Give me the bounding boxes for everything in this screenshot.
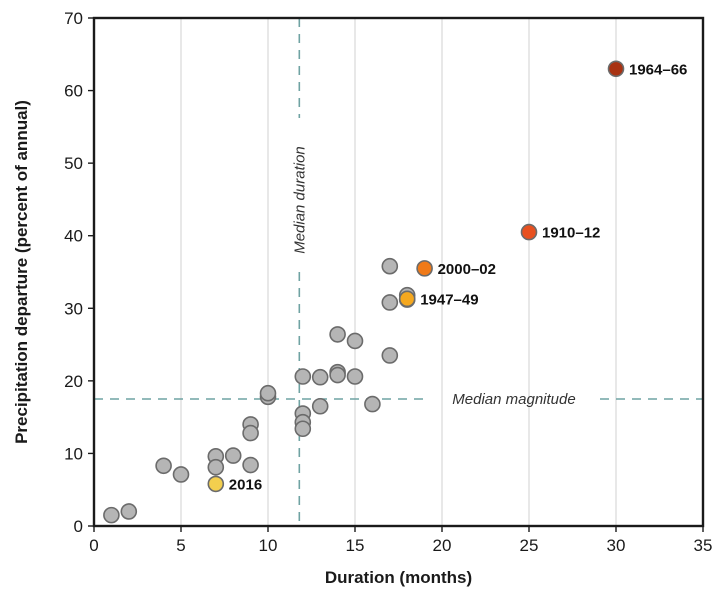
x-tick-label: 30 <box>607 536 626 555</box>
data-point <box>364 395 381 413</box>
x-tick-label: 10 <box>259 536 278 555</box>
x-tick-label: 35 <box>694 536 713 555</box>
data-point <box>346 368 364 385</box>
point-label: 1964–66 <box>629 61 687 78</box>
median-duration-label: Median duration <box>291 146 308 254</box>
y-tick-label: 50 <box>64 154 83 173</box>
data-point <box>311 368 329 386</box>
data-point <box>346 332 364 350</box>
data-point <box>155 457 172 475</box>
x-axis-title: Duration (months) <box>325 568 472 587</box>
x-tick-label: 15 <box>346 536 365 555</box>
y-tick-label: 20 <box>64 372 83 391</box>
highlighted-point <box>207 475 225 493</box>
y-tick-label: 70 <box>64 9 83 28</box>
data-point <box>294 420 312 438</box>
data-point <box>329 326 346 343</box>
x-tick-label: 5 <box>176 536 185 555</box>
data-point <box>242 424 259 442</box>
median-lines: Median duration Median magnitude <box>94 18 703 526</box>
x-tick-label: 0 <box>89 536 98 555</box>
axis-ticks: 0 5 10 15 20 25 30 35 0 10 20 30 40 50 60 70 <box>64 9 712 555</box>
highlighted-point <box>520 223 538 241</box>
point-label: 1947–49 <box>420 291 478 308</box>
y-tick-label: 60 <box>64 82 83 101</box>
x-tick-label: 20 <box>433 536 452 555</box>
data-point <box>329 366 346 384</box>
data-point <box>242 456 259 474</box>
y-tick-label: 0 <box>74 517 83 536</box>
highlighted-point <box>398 290 416 308</box>
point-labels: 2016 1947–49 2000–02 1910–12 1964–66 <box>229 61 688 493</box>
y-axis-title: Precipitation departure (percent of annu… <box>12 100 31 444</box>
data-point <box>120 503 138 520</box>
data-point <box>381 347 399 364</box>
plot-frame <box>92 16 705 528</box>
data-point <box>259 384 277 402</box>
data-point <box>381 257 399 275</box>
data-point <box>294 368 312 385</box>
x-tick-label: 25 <box>520 536 539 555</box>
point-label: 1910–12 <box>542 225 600 242</box>
median-magnitude-label: Median magnitude <box>452 391 575 408</box>
data-points <box>103 60 625 524</box>
data-point <box>103 506 120 524</box>
data-point <box>172 466 190 483</box>
data-point <box>224 447 242 464</box>
data-point <box>207 458 225 476</box>
y-tick-label: 30 <box>64 299 83 318</box>
highlighted-point <box>416 260 433 277</box>
point-label: 2016 <box>229 476 262 493</box>
data-point <box>311 397 329 415</box>
highlighted-point <box>607 60 625 78</box>
grid-lines <box>180 18 617 526</box>
y-tick-label: 10 <box>64 444 83 463</box>
data-point <box>381 294 399 311</box>
y-tick-label: 40 <box>64 227 83 246</box>
point-label: 2000–02 <box>438 261 496 278</box>
